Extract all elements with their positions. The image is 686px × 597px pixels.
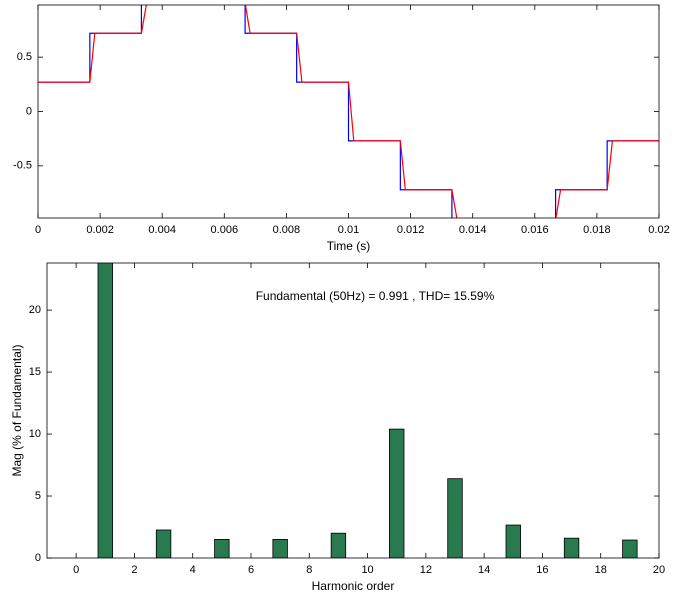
bar — [447, 478, 463, 558]
x-tick-label: 12 — [420, 564, 432, 576]
x-tick-label: 4 — [190, 564, 196, 576]
x-tick-label: 2 — [131, 564, 137, 576]
line-series — [38, 5, 659, 218]
x-tick-label: 6 — [248, 564, 254, 576]
bar — [155, 529, 172, 558]
y-tick-label: 10 — [29, 428, 41, 440]
y-tick-label: 0 — [35, 552, 41, 564]
bar — [214, 539, 230, 558]
y-tick-label: -0.5 — [13, 160, 32, 172]
x-tick-label: 0.004 — [148, 224, 176, 236]
x-tick-label: 18 — [595, 564, 607, 576]
x-tick-label: 0.018 — [583, 224, 611, 236]
x-tick-label: 0.008 — [273, 224, 301, 236]
y-tick-label: 15 — [29, 366, 41, 378]
bar — [622, 539, 638, 558]
bar — [272, 539, 288, 558]
x-tick-label: 0.002 — [86, 224, 114, 236]
x-tick-label: 0 — [73, 564, 79, 576]
x-tick-label: 0.012 — [397, 224, 425, 236]
x-tick-label: 0.016 — [521, 224, 549, 236]
plot-content — [38, 5, 659, 218]
bar — [505, 524, 521, 558]
y-tick-label: 0.5 — [17, 51, 32, 63]
chart-title: Fundamental (50Hz) = 0.991 , THD= 15.59% — [256, 289, 495, 303]
y-tick-label: 20 — [29, 304, 41, 316]
x-tick-label: 0.01 — [338, 224, 359, 236]
x-tick-label: 0 — [35, 224, 41, 236]
x-axis-label: Time (s) — [327, 239, 371, 253]
axes-frame — [46, 262, 660, 559]
x-tick-label: 0.006 — [211, 224, 239, 236]
bar — [389, 428, 405, 558]
x-tick-label: 14 — [478, 564, 490, 576]
plot-area — [47, 263, 659, 558]
x-tick-label: 20 — [653, 564, 665, 576]
y-axis-label: Mag (% of Fundamental) — [10, 344, 24, 476]
y-tick-label: 5 — [35, 490, 41, 502]
x-axis-label: Harmonic order — [312, 579, 395, 593]
bar — [563, 537, 580, 558]
line-series — [38, 5, 659, 218]
bar — [97, 263, 113, 558]
x-tick-label: 16 — [536, 564, 548, 576]
bar — [330, 532, 347, 558]
x-tick-label: 8 — [306, 564, 312, 576]
y-tick-label: 0 — [26, 105, 32, 117]
x-tick-label: 0.014 — [459, 224, 487, 236]
x-tick-label: 0.02 — [648, 224, 669, 236]
x-tick-label: 10 — [361, 564, 373, 576]
